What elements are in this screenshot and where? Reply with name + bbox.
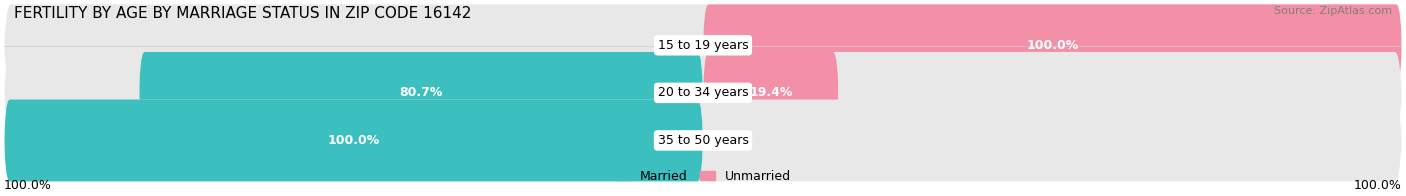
FancyBboxPatch shape [703,52,838,134]
Text: 0.0%: 0.0% [661,39,696,52]
FancyBboxPatch shape [703,4,1402,86]
Text: 100.0%: 100.0% [328,134,380,147]
Text: 100.0%: 100.0% [1354,179,1402,191]
FancyBboxPatch shape [4,100,703,181]
Text: 35 to 50 years: 35 to 50 years [658,134,748,147]
Text: 100.0%: 100.0% [1026,39,1078,52]
Text: FERTILITY BY AGE BY MARRIAGE STATUS IN ZIP CODE 16142: FERTILITY BY AGE BY MARRIAGE STATUS IN Z… [14,6,471,21]
Text: 19.4%: 19.4% [749,86,793,99]
FancyBboxPatch shape [4,4,1402,86]
Legend: Married, Unmarried: Married, Unmarried [610,165,796,188]
Text: 20 to 34 years: 20 to 34 years [658,86,748,99]
Text: 0.0%: 0.0% [710,134,745,147]
Text: 100.0%: 100.0% [4,179,52,191]
Text: 15 to 19 years: 15 to 19 years [658,39,748,52]
FancyBboxPatch shape [4,52,1402,134]
FancyBboxPatch shape [4,100,1402,181]
Text: 80.7%: 80.7% [399,86,443,99]
Text: Source: ZipAtlas.com: Source: ZipAtlas.com [1274,6,1392,16]
FancyBboxPatch shape [139,52,703,134]
